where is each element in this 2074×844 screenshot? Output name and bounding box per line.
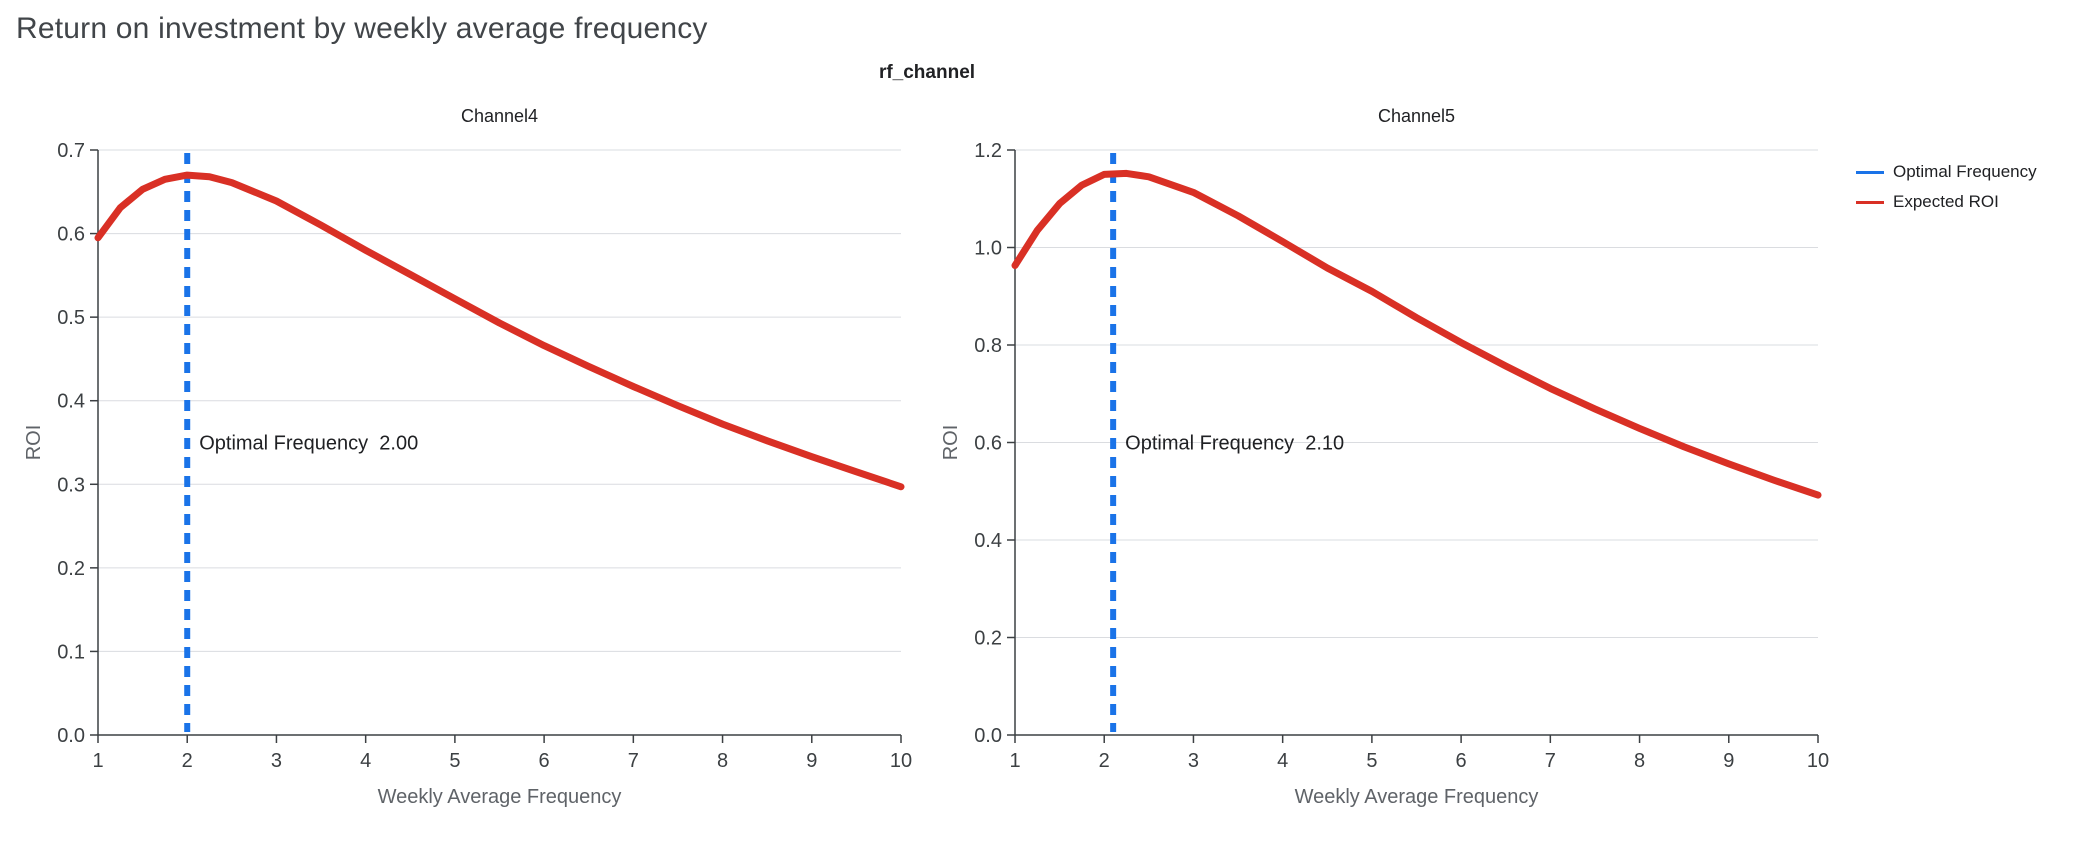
svg-text:Weekly Average Frequency: Weekly Average Frequency xyxy=(378,786,622,808)
svg-text:8: 8 xyxy=(1634,750,1645,772)
svg-text:0.1: 0.1 xyxy=(57,641,85,663)
chart-svg: 0.0 0.1 0.2 0.3 0.4 0.5 0.6 0.7 1 2 3 4 5 6 7 8 9 10 Chann… xyxy=(23,106,912,808)
legend-label-optimal-frequency: Optimal Frequency xyxy=(1893,162,2037,181)
svg-text:0.0: 0.0 xyxy=(57,725,85,747)
svg-text:1: 1 xyxy=(1009,750,1020,772)
svg-text:ROI: ROI xyxy=(940,425,962,461)
svg-text:0.6: 0.6 xyxy=(974,433,1002,455)
optimal-frequency-line-icon xyxy=(1856,170,1884,174)
svg-text:7: 7 xyxy=(628,750,639,772)
rf-channel-suptitle: rf_channel xyxy=(878,62,976,83)
svg-text:ROI: ROI xyxy=(23,425,45,461)
svg-text:0.3: 0.3 xyxy=(57,474,85,496)
legend-item-optimal-frequency: Optimal Frequency xyxy=(1856,162,2058,182)
svg-text:1: 1 xyxy=(92,750,103,772)
svg-text:Channel4: Channel4 xyxy=(461,106,538,126)
svg-text:0.7: 0.7 xyxy=(57,140,85,162)
svg-text:2: 2 xyxy=(1099,750,1110,772)
charts-row: 0.0 0.1 0.2 0.3 0.4 0.5 0.6 0.7 1 2 3 4 5 6 7 8 9 10 Chann… xyxy=(16,92,1838,832)
legend-label-expected-roi: Expected ROI xyxy=(1893,192,1999,211)
svg-text:3: 3 xyxy=(1188,750,1199,772)
svg-text:0.8: 0.8 xyxy=(974,335,1002,357)
svg-text:6: 6 xyxy=(539,750,550,772)
svg-text:0.6: 0.6 xyxy=(57,224,85,246)
svg-text:6: 6 xyxy=(1456,750,1467,772)
legend-item-expected-roi: Expected ROI xyxy=(1856,192,2058,212)
chart-channel5: 0.0 0.2 0.4 0.6 0.8 1.0 1.2 1 2 3 4 5 6 7 8 9 10 Channel5… xyxy=(933,92,1838,832)
chart-channel4: 0.0 0.1 0.2 0.3 0.4 0.5 0.6 0.7 1 2 3 4 5 6 7 8 9 10 Chann… xyxy=(16,92,921,832)
svg-text:4: 4 xyxy=(360,750,371,772)
svg-text:Weekly Average Frequency: Weekly Average Frequency xyxy=(1295,786,1539,808)
page-title: Return on investment by weekly average f… xyxy=(16,12,708,45)
svg-text:0.0: 0.0 xyxy=(974,725,1002,747)
svg-text:Channel5: Channel5 xyxy=(1378,106,1455,126)
svg-text:4: 4 xyxy=(1277,750,1288,772)
charts-area: rf_channel 0.0 0.1 0.2 0.3 0.4 0.5 0.6 0.7 1 2 3 4 5… xyxy=(16,52,1838,832)
svg-text:1.0: 1.0 xyxy=(974,238,1002,260)
svg-text:10: 10 xyxy=(890,750,912,772)
svg-text:0.4: 0.4 xyxy=(974,530,1002,552)
svg-text:1.2: 1.2 xyxy=(974,140,1002,162)
svg-text:0.4: 0.4 xyxy=(57,391,85,413)
svg-text:Optimal Frequency 2.10: Optimal Frequency 2.10 xyxy=(1125,433,1344,455)
svg-text:9: 9 xyxy=(806,750,817,772)
figure-area: rf_channel 0.0 0.1 0.2 0.3 0.4 0.5 0.6 0.7 1 2 3 4 5… xyxy=(16,52,2058,832)
svg-text:Optimal Frequency 2.00: Optimal Frequency 2.00 xyxy=(199,433,418,455)
svg-text:3: 3 xyxy=(271,750,282,772)
svg-text:0.2: 0.2 xyxy=(57,558,85,580)
svg-text:9: 9 xyxy=(1723,750,1734,772)
svg-text:8: 8 xyxy=(717,750,728,772)
svg-text:10: 10 xyxy=(1807,750,1829,772)
svg-text:0.2: 0.2 xyxy=(974,628,1002,650)
svg-text:0.5: 0.5 xyxy=(57,307,85,329)
svg-text:2: 2 xyxy=(182,750,193,772)
chart-svg: 0.0 0.2 0.4 0.6 0.8 1.0 1.2 1 2 3 4 5 6 7 8 9 10 Channel5… xyxy=(940,106,1829,808)
svg-text:5: 5 xyxy=(1366,750,1377,772)
expected-roi-line-icon xyxy=(1856,200,1884,204)
svg-text:5: 5 xyxy=(449,750,460,772)
svg-text:7: 7 xyxy=(1545,750,1556,772)
legend: Optimal Frequency Expected ROI xyxy=(1856,162,2058,212)
